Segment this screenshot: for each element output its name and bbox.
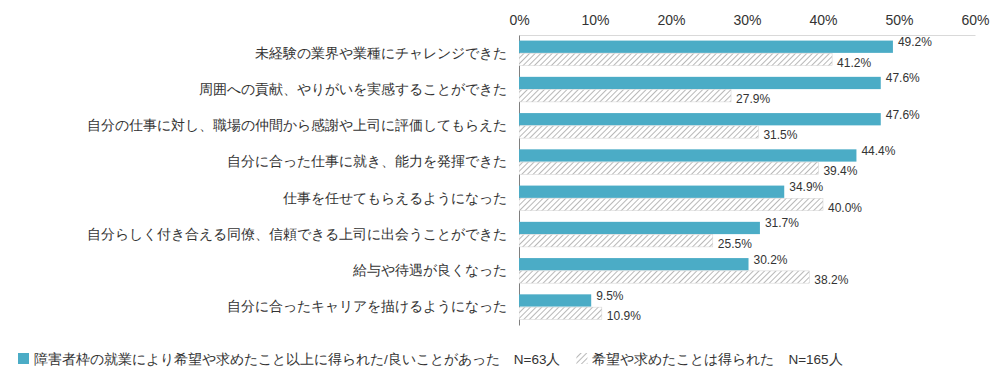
bars bbox=[519, 41, 893, 320]
bar bbox=[519, 53, 832, 65]
data-label: 47.6% bbox=[886, 108, 920, 122]
category-label: 周囲への貢献、やりがいを実感することができた bbox=[199, 81, 507, 97]
plot: 0% 10% 20% 30% 40% 50% 60% 未経験の業界や業種にチャレンジできた周囲… bbox=[87, 12, 990, 326]
category-label: 自分らしく付き合える同僚、信頼できる上司に出会うことができた bbox=[87, 226, 507, 242]
chart: 0% 10% 20% 30% 40% 50% 60% 未経験の業界や業種にチャレンジできた周囲… bbox=[0, 0, 1000, 379]
y-tick: 周囲への貢献、やりがいを実感することができた bbox=[199, 81, 519, 97]
x-tick-label: 40% bbox=[809, 12, 837, 28]
y-tick: 自分に合った仕事に就き、能力を発揮できた bbox=[227, 153, 519, 169]
legend-label: 希望や求めたことは得られた N=165人 bbox=[592, 352, 842, 367]
data-label: 44.4% bbox=[861, 144, 895, 158]
legend: 障害者枠の就業により希望や求めたこと以上に得られた/良いことがあった N=63人… bbox=[18, 352, 843, 367]
bar bbox=[519, 294, 591, 306]
x-tick-label: 50% bbox=[885, 12, 913, 28]
bar bbox=[519, 307, 602, 319]
data-label: 10.9% bbox=[607, 309, 641, 323]
x-tick-label: 30% bbox=[733, 12, 761, 28]
x-tick-label: 10% bbox=[581, 12, 609, 28]
bar bbox=[519, 149, 856, 161]
y-tick: 仕事を任せてもらえるようになった bbox=[282, 190, 519, 206]
x-tick: 50% bbox=[885, 12, 913, 35]
data-label: 31.7% bbox=[765, 216, 799, 230]
y-axis: 未経験の業界や業種にチャレンジできた周囲への貢献、やりがいを実感することができた… bbox=[87, 36, 520, 326]
legend-label: 障害者枠の就業により希望や求めたこと以上に得られた/良いことがあった N=63人 bbox=[34, 352, 560, 367]
bar bbox=[519, 41, 893, 53]
data-label: 49.2% bbox=[898, 35, 932, 49]
data-label: 38.2% bbox=[814, 273, 848, 287]
bar bbox=[519, 113, 881, 125]
data-label: 31.5% bbox=[763, 128, 797, 142]
y-tick: 自分の仕事に対し、職場の仲間から感謝や上司に評価してもらえた bbox=[87, 117, 519, 133]
y-tick: 給与や待遇が良くなった bbox=[352, 262, 519, 278]
bar bbox=[519, 162, 818, 174]
x-tick-label: 60% bbox=[961, 12, 989, 28]
x-tick: 20% bbox=[657, 12, 685, 35]
y-tick: 未経験の業界や業種にチャレンジできた bbox=[255, 45, 519, 61]
x-tick: 40% bbox=[809, 12, 837, 35]
y-tick: 自分らしく付き合える同僚、信頼できる上司に出会うことができた bbox=[87, 226, 519, 242]
data-label: 40.0% bbox=[828, 201, 862, 215]
y-tick: 自分に合ったキャリアを描けるようになった bbox=[227, 298, 519, 314]
data-label: 41.2% bbox=[837, 56, 871, 70]
bar bbox=[519, 271, 809, 283]
category-label: 未経験の業界や業種にチャレンジできた bbox=[255, 45, 507, 61]
x-tick-label: 0% bbox=[509, 12, 529, 28]
category-label: 自分の仕事に対し、職場の仲間から感謝や上司に評価してもらえた bbox=[87, 117, 507, 133]
data-labels: 49.2% 47.6% 47.6% 44.4% 34.9% 31.7% 30.2% 9.5% 4… bbox=[596, 35, 932, 323]
x-tick: 60% bbox=[961, 12, 989, 35]
x-tick: 10% bbox=[581, 12, 609, 35]
legend-item: 希望や求めたことは得られた N=165人 bbox=[576, 352, 842, 367]
bar bbox=[519, 186, 784, 198]
legend-swatch bbox=[18, 353, 29, 364]
series-bars bbox=[519, 53, 832, 319]
x-tick-label: 20% bbox=[657, 12, 685, 28]
bar bbox=[519, 235, 713, 247]
series-bars bbox=[519, 41, 893, 307]
category-label: 仕事を任せてもらえるようになった bbox=[282, 190, 507, 206]
data-label: 25.5% bbox=[718, 237, 752, 251]
x-tick: 0% bbox=[509, 12, 529, 35]
data-label: 30.2% bbox=[754, 253, 788, 267]
x-tick: 30% bbox=[733, 12, 761, 35]
data-label: 47.6% bbox=[886, 71, 920, 85]
legend-item: 障害者枠の就業により希望や求めたこと以上に得られた/良いことがあった N=63人 bbox=[18, 352, 560, 367]
bar bbox=[519, 126, 758, 138]
legend-swatch bbox=[576, 353, 587, 364]
bar bbox=[519, 198, 823, 210]
x-axis: 0% 10% 20% 30% 40% 50% 60% bbox=[509, 12, 989, 36]
bar bbox=[519, 77, 881, 89]
category-label: 給与や待遇が良くなった bbox=[352, 262, 507, 278]
bar bbox=[519, 90, 731, 102]
category-label: 自分に合った仕事に就き、能力を発揮できた bbox=[227, 153, 507, 169]
category-label: 自分に合ったキャリアを描けるようになった bbox=[227, 298, 507, 314]
data-label: 39.4% bbox=[823, 164, 857, 178]
bar bbox=[519, 222, 760, 234]
data-label: 34.9% bbox=[789, 180, 823, 194]
bar bbox=[519, 258, 749, 270]
data-label: 27.9% bbox=[736, 92, 770, 106]
data-label: 9.5% bbox=[596, 289, 624, 303]
